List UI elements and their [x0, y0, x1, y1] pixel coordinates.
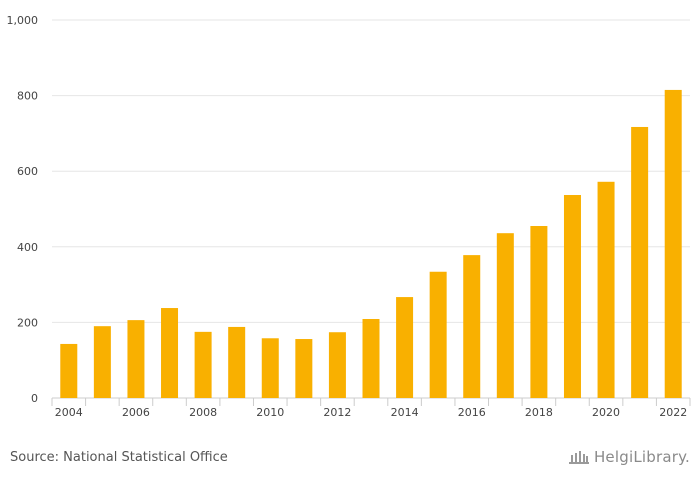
- bar-2017[interactable]: [496, 233, 514, 398]
- bar-2008[interactable]: [194, 331, 212, 398]
- source-note: Source: National Statistical Office: [10, 450, 228, 465]
- bar-2018[interactable]: [530, 226, 548, 398]
- x-tick-label: 2012: [323, 406, 351, 419]
- gridlines: [52, 19, 690, 399]
- bar-2006[interactable]: [127, 320, 145, 398]
- x-tick-label: 2006: [122, 406, 150, 419]
- helgi-library-logo[interactable]: HelgiLibrary.: [568, 448, 690, 466]
- y-tick-label: 0: [31, 392, 38, 405]
- x-tick-label: 2018: [525, 406, 553, 419]
- bar-2015[interactable]: [429, 271, 447, 398]
- y-tick-label: 600: [17, 165, 38, 178]
- bar-2016[interactable]: [463, 255, 481, 398]
- x-tick-label: 2004: [55, 406, 83, 419]
- bar-2019[interactable]: [563, 195, 581, 398]
- x-tick-label: 2008: [189, 406, 217, 419]
- bars: [60, 89, 682, 399]
- x-tick-label: 2014: [391, 406, 419, 419]
- bar-2012[interactable]: [328, 332, 346, 398]
- bar-2011[interactable]: [295, 339, 313, 398]
- bar-2022[interactable]: [664, 89, 682, 399]
- bar-2004[interactable]: [60, 343, 78, 398]
- x-axis: 2004 2006 2008 2010 2012 2014 2016 2018 2020 2022: [51, 398, 691, 419]
- logo-text: HelgiLibrary.: [593, 448, 690, 466]
- bar-2021[interactable]: [631, 126, 649, 398]
- y-tick-label: 400: [17, 241, 38, 254]
- x-tick-label: 2016: [458, 406, 486, 419]
- bar-2010[interactable]: [261, 338, 279, 398]
- y-axis-ticks: 0 200 400 600 800 1,000: [7, 14, 39, 405]
- x-tick-label: 2022: [659, 406, 687, 419]
- library-building-icon: [568, 451, 589, 464]
- bar-2007[interactable]: [161, 308, 179, 398]
- bar-2014[interactable]: [396, 297, 414, 398]
- x-tick-label: 2010: [256, 406, 284, 419]
- bar-2020[interactable]: [597, 181, 615, 398]
- bar-2005[interactable]: [93, 326, 111, 398]
- y-tick-label: 800: [17, 90, 38, 103]
- bar-2009[interactable]: [228, 326, 246, 398]
- bar-2013[interactable]: [362, 318, 380, 398]
- x-tick-label: 2020: [592, 406, 620, 419]
- y-tick-label: 1,000: [7, 14, 39, 27]
- y-tick-label: 200: [17, 316, 38, 329]
